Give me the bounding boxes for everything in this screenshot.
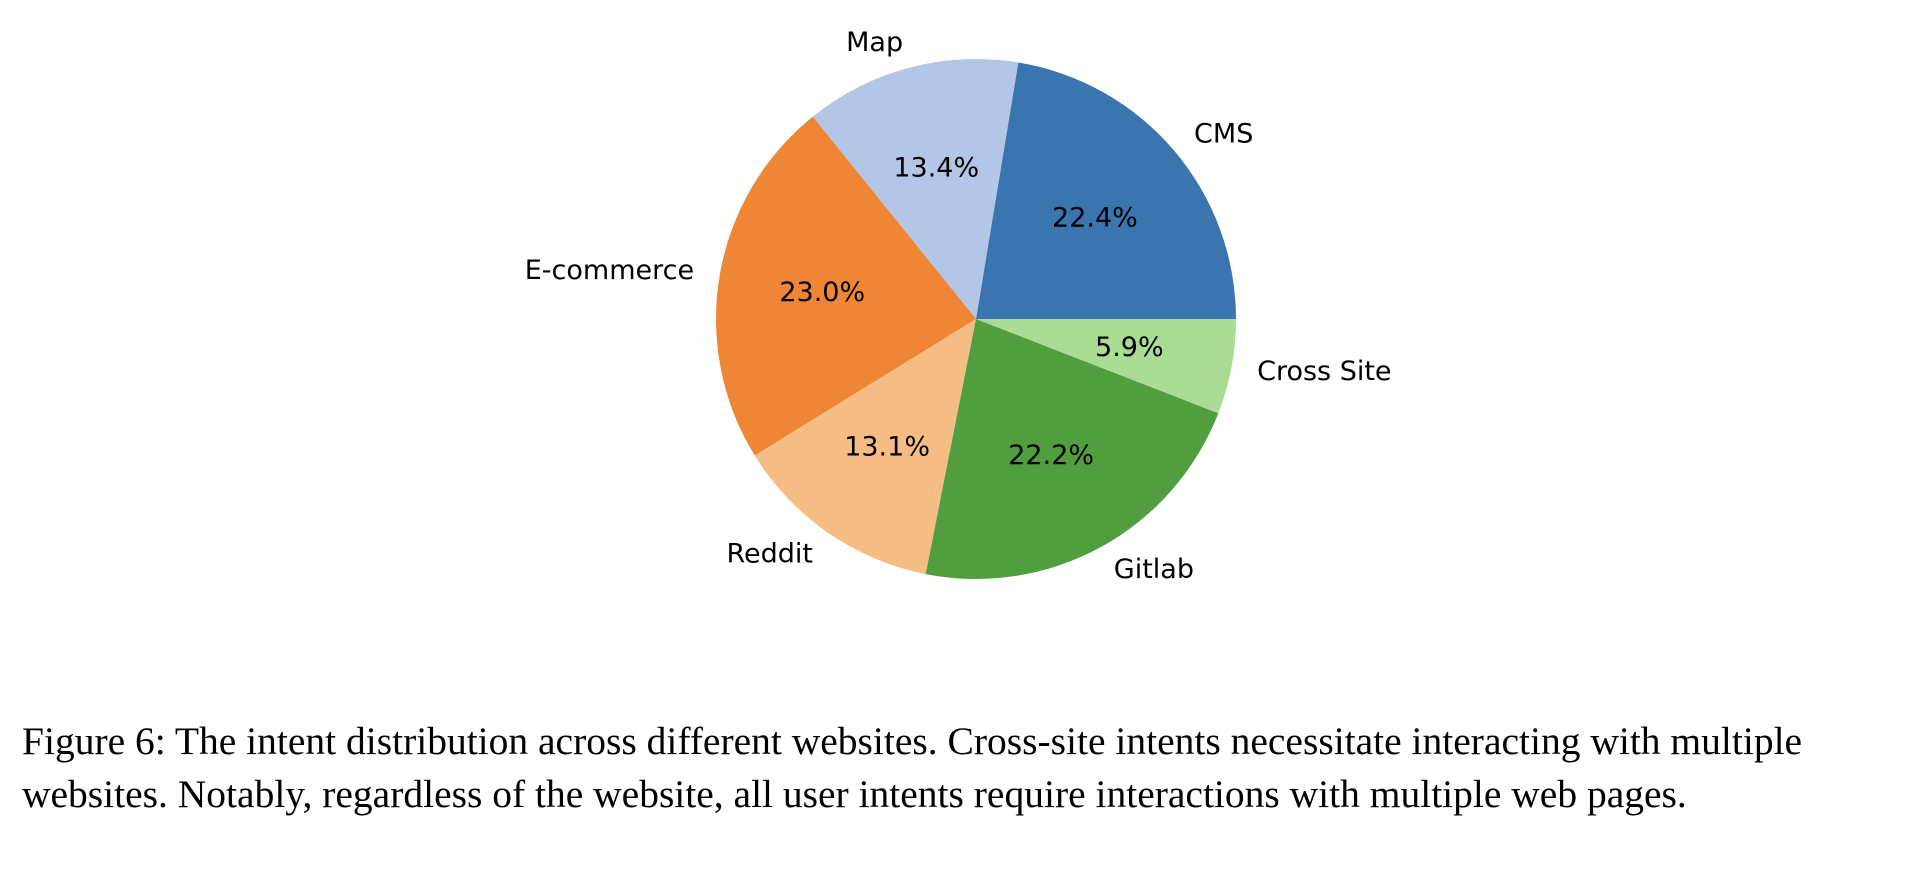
pie-slice-map (812, 58, 1019, 319)
slice-label-reddit: Reddit (726, 539, 813, 570)
pct-label-cross-site: 5.9% (1095, 332, 1164, 363)
slice-label-cross-site: Cross Site (1257, 356, 1391, 387)
pie-slice-e-commerce (715, 116, 976, 456)
pie-slice-cms (976, 62, 1236, 319)
pct-label-map: 13.4% (893, 153, 979, 184)
slice-label-e-commerce: E-commerce (525, 255, 694, 286)
figure-caption: Figure 6: The intent distribution across… (22, 719, 1803, 816)
slice-label-gitlab: Gitlab (1114, 554, 1194, 585)
slice-label-map: Map (846, 27, 903, 58)
pie-slice-reddit (754, 319, 976, 575)
pct-label-e-commerce: 23.0% (779, 277, 865, 308)
pct-label-gitlab: 22.2% (1008, 440, 1094, 471)
pie-slices (715, 58, 1236, 579)
pct-label-cms: 22.4% (1052, 203, 1138, 234)
pie-slice-gitlab (925, 319, 1219, 579)
pct-label-reddit: 13.1% (844, 432, 930, 463)
pie-slice-cross-site (976, 319, 1236, 414)
pie-chart: 22.4% CMS 13.4% Map 23.0% E-commerce 13.1% Redd… (525, 27, 1392, 585)
slice-label-cms: CMS (1194, 118, 1253, 149)
pie-labels: 22.4% CMS 13.4% Map 23.0% E-commerce 13.1% Redd… (525, 27, 1392, 585)
